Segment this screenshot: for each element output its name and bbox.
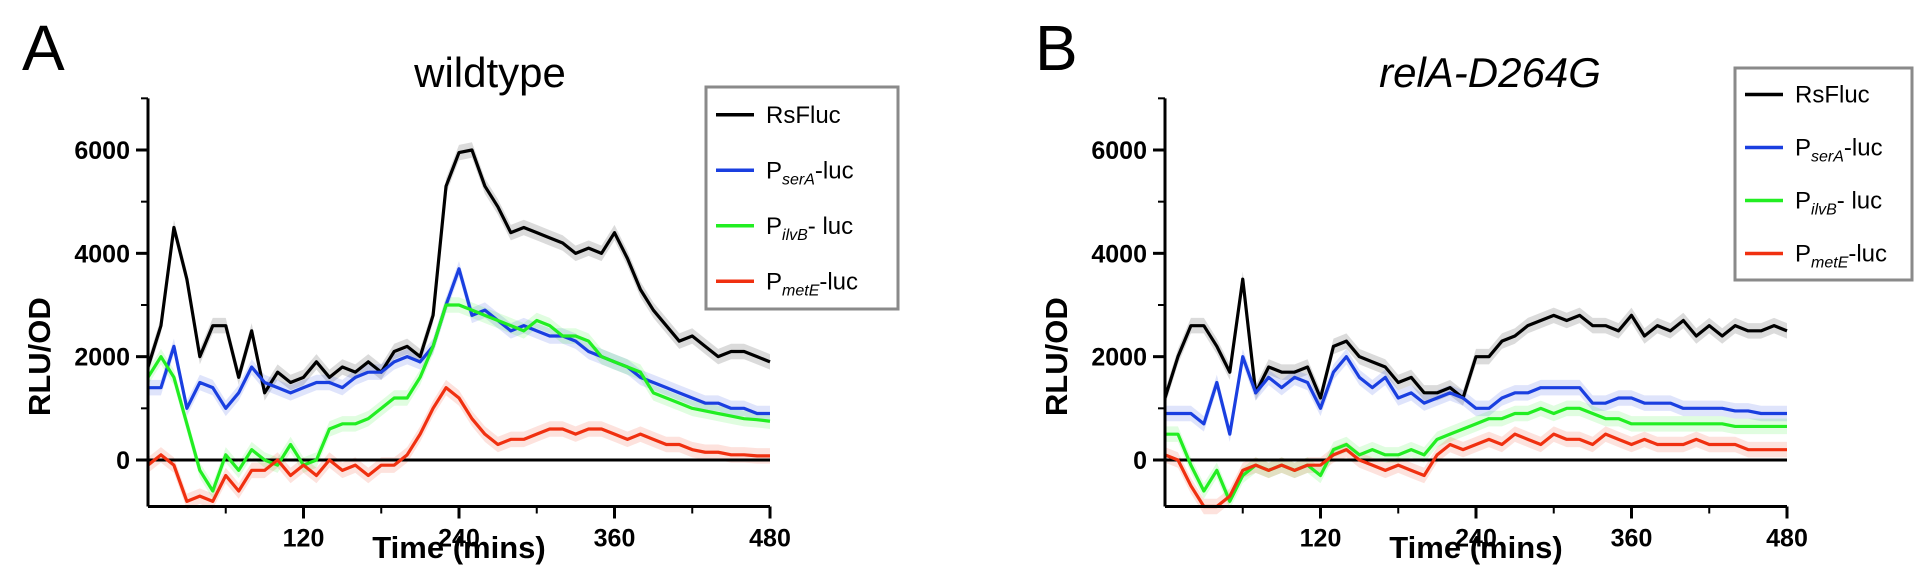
- series-line-3: [1164, 432, 1787, 509]
- legend-entry: PmetE-luc: [766, 268, 858, 299]
- series-line-1: [1165, 355, 1787, 436]
- legend-entry: PserA-luc: [1795, 135, 1883, 166]
- legend-entry: PilvB- luc: [1795, 188, 1882, 219]
- error-band-1: [1165, 348, 1787, 442]
- y-tick-label: 4000: [74, 240, 130, 268]
- error-band-2: [1165, 400, 1787, 510]
- legend-entry: RsFluc: [766, 102, 841, 129]
- chart-title: relA-D264G: [1379, 49, 1601, 96]
- series-line-0: [1163, 277, 1788, 400]
- y-tick-label: 2000: [74, 344, 130, 372]
- x-tick-label: 240: [438, 525, 480, 553]
- y-tick-label: 2000: [1091, 344, 1147, 372]
- y-axis-title: RLU/OD: [1039, 297, 1074, 416]
- x-tick-label: 120: [1300, 525, 1342, 553]
- y-tick-label: 4000: [1091, 240, 1147, 268]
- x-axis-title: Time (mins): [372, 530, 545, 565]
- legend-box: [704, 85, 900, 311]
- series-line-3: [147, 386, 770, 503]
- x-axis-title: Time (mins): [1389, 530, 1562, 565]
- series-line-0: [146, 148, 771, 395]
- panel-label: A: [22, 12, 65, 84]
- x-tick-label: 120: [283, 525, 325, 553]
- x-tick-label: 480: [749, 525, 791, 553]
- y-tick-label: 6000: [1091, 137, 1147, 165]
- chart-title: wildtype: [413, 49, 566, 96]
- y-tick-label: 0: [1133, 447, 1147, 475]
- x-tick-label: 360: [1611, 525, 1653, 553]
- legend-entry: RsFluc: [1795, 82, 1870, 109]
- error-band-3: [148, 379, 770, 510]
- x-tick-label: 240: [1455, 525, 1497, 553]
- y-axis-title: RLU/OD: [22, 297, 57, 416]
- x-tick-label: 360: [594, 525, 636, 553]
- series-line-2: [146, 303, 771, 493]
- error-band-3: [1165, 426, 1787, 515]
- panel-label: B: [1035, 12, 1078, 84]
- error-band-1: [148, 261, 770, 422]
- x-tick-label: 480: [1766, 525, 1808, 553]
- y-tick-label: 6000: [74, 137, 130, 165]
- legend-box: [1733, 66, 1914, 282]
- series-line-1: [148, 267, 770, 416]
- series-line-2: [1165, 406, 1787, 503]
- y-tick-label: 0: [116, 447, 130, 475]
- legend-entry: PmetE-luc: [1795, 241, 1887, 272]
- legend-entry: PilvB- luc: [766, 213, 853, 244]
- legend-entry: PserA-luc: [766, 157, 854, 188]
